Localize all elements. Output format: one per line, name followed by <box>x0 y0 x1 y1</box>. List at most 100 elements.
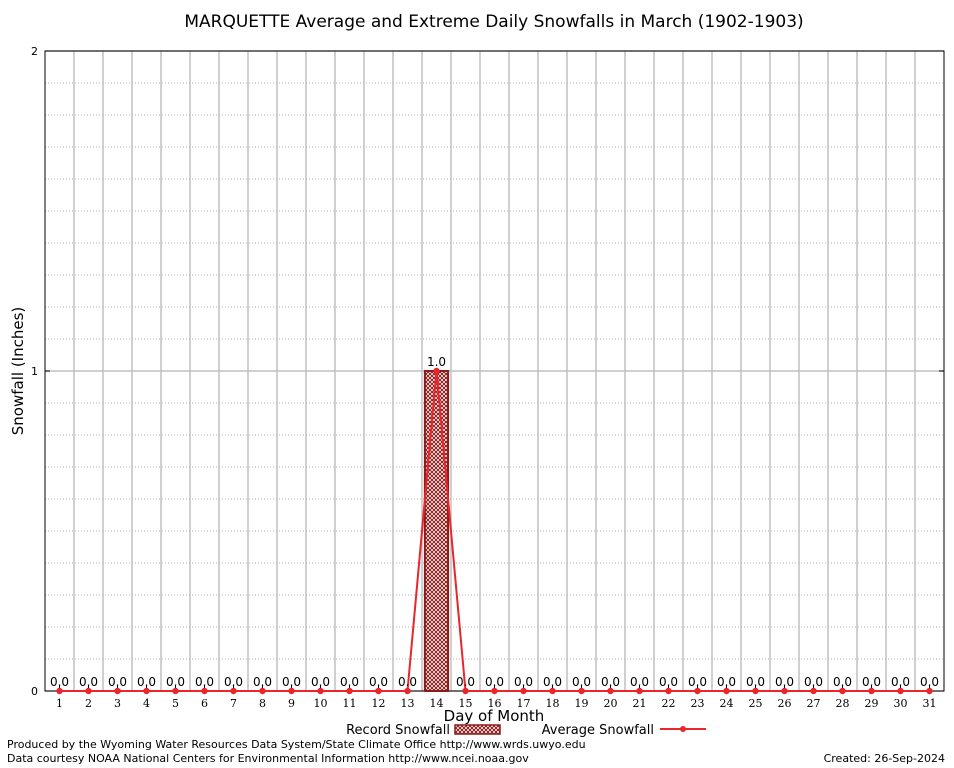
x-tick-label: 7 <box>230 697 237 710</box>
data-label: 0.0 <box>398 675 417 689</box>
x-tick-label: 31 <box>923 697 937 710</box>
data-label: 0.0 <box>311 675 330 689</box>
x-tick-label: 2 <box>85 697 92 710</box>
average-point <box>491 687 498 695</box>
average-point <box>259 687 266 695</box>
y-axis-label: Snowfall (Inches) <box>9 307 27 435</box>
average-point <box>288 687 295 695</box>
data-label: 0.0 <box>224 675 243 689</box>
x-tick-label: 14 <box>430 697 444 710</box>
x-axis-ticks: 1 2 3 4 5 6 7 8 9 10 11 12 13 14 15 16 17 18 19 20 21 22 23 24 2… <box>56 686 937 710</box>
footer-data-courtesy: Data courtesy NOAA National Centers for … <box>7 752 529 765</box>
data-label: 0.0 <box>166 675 185 689</box>
data-label: 0.0 <box>79 675 98 689</box>
x-tick-label: 26 <box>778 697 792 710</box>
data-label: 0.0 <box>862 675 881 689</box>
y-tick-label: 1 <box>31 365 38 378</box>
average-point <box>723 687 730 695</box>
data-label: 0.0 <box>108 675 127 689</box>
grid-lines <box>45 50 944 692</box>
y-tick-label: 2 <box>31 45 38 58</box>
data-label: 0.0 <box>775 675 794 689</box>
x-tick-label: 22 <box>662 697 676 710</box>
average-point <box>114 687 121 695</box>
data-label: 0.0 <box>50 675 69 689</box>
x-tick-label: 28 <box>836 697 850 710</box>
footer-created: Created: 26-Sep-2024 <box>823 752 945 765</box>
x-tick-label: 13 <box>401 697 415 710</box>
x-tick-label: 10 <box>314 697 328 710</box>
x-tick-label: 15 <box>459 697 473 710</box>
y-axis-ticks: 0 1 2 <box>31 45 944 698</box>
average-point <box>578 687 585 695</box>
legend-average-marker <box>680 726 686 732</box>
average-point <box>897 687 904 695</box>
average-point <box>433 367 440 375</box>
data-label: 0.0 <box>572 675 591 689</box>
legend-average-label: Average Snowfall <box>542 723 654 738</box>
data-label: 0.0 <box>369 675 388 689</box>
x-tick-label: 17 <box>517 697 531 710</box>
average-point <box>694 687 701 695</box>
data-label: 0.0 <box>514 675 533 689</box>
data-label: 0.0 <box>340 675 359 689</box>
x-tick-label: 20 <box>604 697 618 710</box>
average-point <box>549 687 556 695</box>
x-tick-label: 1 <box>56 697 63 710</box>
average-point <box>56 687 63 695</box>
data-label: 0.0 <box>456 675 475 689</box>
chart-title: MARQUETTE Average and Extreme Daily Snow… <box>184 12 803 32</box>
data-label: 0.0 <box>601 675 620 689</box>
record-bars <box>423 370 450 692</box>
average-point <box>317 687 324 695</box>
data-label: 0.0 <box>688 675 707 689</box>
data-label: 0.0 <box>717 675 736 689</box>
x-tick-label: 19 <box>575 697 589 710</box>
average-point <box>143 687 150 695</box>
data-label: 0.0 <box>833 675 852 689</box>
average-point <box>810 687 817 695</box>
legend-record-label: Record Snowfall <box>346 723 450 738</box>
data-label: 0.0 <box>282 675 301 689</box>
average-point <box>375 687 382 695</box>
average-point <box>85 687 92 695</box>
data-label: 0.0 <box>485 675 504 689</box>
x-tick-label: 24 <box>720 697 734 710</box>
data-label: 0.0 <box>920 675 939 689</box>
average-line <box>56 367 933 695</box>
average-point <box>926 687 933 695</box>
average-point <box>520 687 527 695</box>
record-bar <box>423 370 450 692</box>
data-label: 0.0 <box>804 675 823 689</box>
data-label: 0.0 <box>659 675 678 689</box>
average-point <box>636 687 643 695</box>
footer-produced-by: Produced by the Wyoming Water Resources … <box>7 738 586 751</box>
x-tick-label: 5 <box>172 697 179 710</box>
y-tick-label: 0 <box>31 685 38 698</box>
x-tick-label: 12 <box>372 697 386 710</box>
x-tick-label: 6 <box>201 697 208 710</box>
x-tick-label: 29 <box>865 697 879 710</box>
x-tick-label: 21 <box>633 697 647 710</box>
average-point <box>404 687 411 695</box>
average-point <box>201 687 208 695</box>
legend-record-swatch <box>454 724 501 735</box>
x-tick-label: 16 <box>488 697 502 710</box>
x-axis-label: Day of Month <box>444 707 545 725</box>
x-tick-label: 8 <box>259 697 266 710</box>
x-tick-label: 23 <box>691 697 705 710</box>
data-label: 0.0 <box>630 675 649 689</box>
average-point <box>346 687 353 695</box>
average-point <box>462 687 469 695</box>
average-point <box>607 687 614 695</box>
x-tick-label: 25 <box>749 697 763 710</box>
average-point <box>172 687 179 695</box>
x-tick-label: 18 <box>546 697 560 710</box>
average-point <box>230 687 237 695</box>
x-tick-label: 27 <box>807 697 821 710</box>
x-tick-label: 30 <box>894 697 908 710</box>
data-label: 0.0 <box>891 675 910 689</box>
average-point <box>781 687 788 695</box>
data-label: 1.0 <box>427 355 446 369</box>
